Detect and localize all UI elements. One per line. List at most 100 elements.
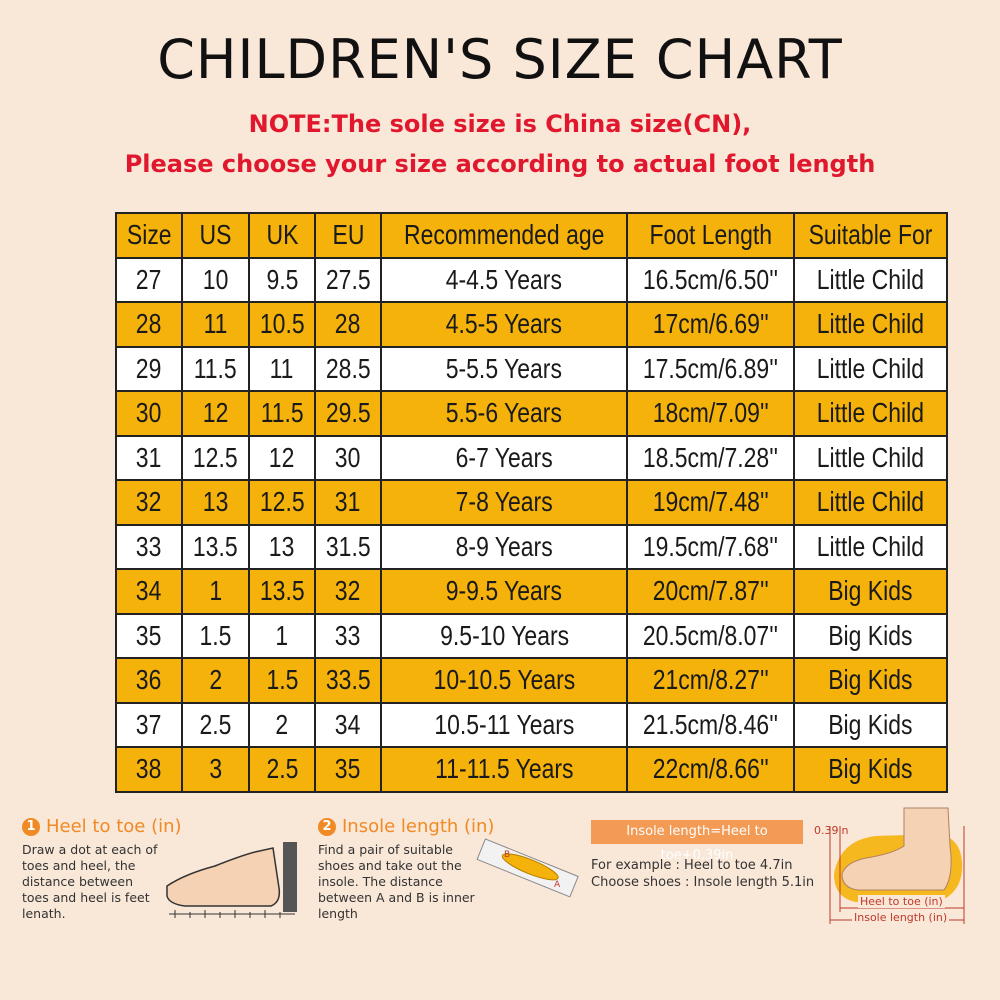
foot-measure-illustration [166,842,297,918]
insole-icon [501,853,559,881]
foot-icon [841,807,952,891]
cell-uk: 13 [248,523,316,570]
wall-block-icon [283,842,297,912]
cell-uk: 2 [248,701,316,748]
cell-foot-length: 18cm/7.09'' [626,390,796,437]
cell-size: 29 [115,345,183,392]
example-text: For example : Heel to toe 4.7in Choose s… [591,857,814,891]
cell-us: 2.5 [181,701,250,748]
cell-size: 35 [115,612,183,659]
cell-us: 1 [181,568,250,615]
table-row: 33 13.5 13 31.5 8-9 Years 19.5cm/7.68'' Little… [115,523,949,570]
cell-suitable-for: Big Kids [793,612,949,659]
formula-banner: Insole length=Heel to toe+0.39in [591,820,803,863]
cell-uk: 13.5 [248,568,316,615]
header-uk: UK [248,212,316,259]
cell-recommended-age: 4.5-5 Years [379,301,629,348]
cell-recommended-age: 10.5-11 Years [379,701,629,748]
cell-foot-length: 22cm/8.66'' [626,746,796,793]
cell-eu: 28 [314,301,382,348]
cell-us: 1.5 [181,612,250,659]
table-row: 32 13 12.5 31 7-8 Years 19cm/7.48'' Little Chi… [115,479,949,526]
cell-eu: 33.5 [314,657,382,704]
page-title: CHILDREN'S SIZE CHART [157,28,843,91]
cell-uk: 11.5 [248,390,316,437]
step1-desc-line: toes and heel is feet [22,890,150,905]
cell-suitable-for: Little Child [793,523,949,570]
cell-foot-length: 19.5cm/7.68'' [626,523,796,570]
step2-desc-line: shoes and take out the [318,858,462,873]
ruler-ticks-icon [174,910,281,918]
cell-eu: 31 [314,479,382,526]
cell-recommended-age: 5.5-6 Years [379,390,629,437]
cell-suitable-for: Little Child [793,345,949,392]
step1-title-wrap: 1 Heel to toe (in) [22,816,182,837]
cell-size: 37 [115,701,183,748]
step1-desc-line: distance between [22,874,133,889]
note-line-1: NOTE:The sole size is China size(CN), [248,110,752,138]
cell-recommended-age: 10-10.5 Years [379,657,629,704]
cell-us: 12.5 [181,434,250,481]
cell-foot-length: 21.5cm/8.46'' [626,701,796,748]
header-recommended-age: Recommended age [379,212,629,259]
cell-size: 38 [115,746,183,793]
cell-size: 32 [115,479,183,526]
cell-foot-length: 18.5cm/7.28'' [626,434,796,481]
table-row: 30 12 11.5 29.5 5.5-6 Years 18cm/7.09'' Little… [115,390,949,437]
step2-number: 2 [318,818,336,836]
cell-us: 2 [181,657,250,704]
cell-us: 12 [181,390,250,437]
cell-eu: 28.5 [314,345,382,392]
cell-eu: 27.5 [314,256,382,303]
cell-suitable-for: Little Child [793,434,949,481]
cell-eu: 31.5 [314,523,382,570]
cell-uk: 11 [248,345,316,392]
cell-uk: 12 [248,434,316,481]
cell-suitable-for: Little Child [793,256,949,303]
cell-recommended-age: 11-11.5 Years [379,746,629,793]
cell-foot-length: 21cm/8.27'' [626,657,796,704]
step2-title-wrap: 2 Insole length (in) [318,816,494,837]
cell-suitable-for: Little Child [793,390,949,437]
cell-eu: 32 [314,568,382,615]
cell-uk: 1 [248,612,316,659]
cell-foot-length: 20.5cm/8.07'' [626,612,796,659]
step1-title: Heel to toe (in) [46,816,182,837]
cell-us: 13 [181,479,250,526]
cell-suitable-for: Big Kids [793,746,949,793]
cell-size: 36 [115,657,183,704]
step2-desc-line: length [318,906,358,921]
cell-suitable-for: Big Kids [793,701,949,748]
insole-ruler-illustration: B A [476,838,579,898]
note-line-2: Please choose your size according to act… [124,150,876,178]
cell-us: 11 [181,301,250,348]
cell-foot-length: 20cm/7.87'' [626,568,796,615]
cell-foot-length: 16.5cm/6.50'' [626,256,796,303]
table-row: 27 10 9.5 27.5 4-4.5 Years 16.5cm/6.50'' Littl… [115,256,949,303]
step1-number: 1 [22,818,40,836]
step2-title: Insole length (in) [342,816,495,837]
header-size: Size [115,212,183,259]
cell-eu: 30 [314,434,382,481]
cell-uk: 12.5 [248,479,316,526]
table-row: 36 2 1.5 33.5 10-10.5 Years 21cm/8.27'' Big Ki… [115,657,949,704]
insole-foot-illustration [829,807,965,924]
cell-foot-length: 17cm/6.69'' [626,301,796,348]
cell-size: 27 [115,256,183,303]
table-row: 35 1.5 1 33 9.5-10 Years 20.5cm/8.07'' Big Kid… [115,612,949,659]
header-foot-length: Foot Length [626,212,796,259]
cell-us: 13.5 [181,523,250,570]
cell-recommended-age: 9-9.5 Years [379,568,629,615]
cell-suitable-for: Big Kids [793,568,949,615]
heel-to-toe-label: Heel to toe (in) [858,895,945,908]
example-line-2: Choose shoes : Insole length 5.1in [591,875,815,890]
step1-desc-line: lenath. [22,906,66,921]
label-b: B [504,850,510,860]
cell-us: 11.5 [181,345,250,392]
table-row: 34 1 13.5 32 9-9.5 Years 20cm/7.87'' Big Kids [115,568,949,615]
step1-desc-line: toes and heel, the [22,858,136,873]
header-us: US [181,212,250,259]
cell-suitable-for: Little Child [793,479,949,526]
cell-recommended-age: 9.5-10 Years [379,612,629,659]
cell-foot-length: 17.5cm/6.89'' [626,345,796,392]
